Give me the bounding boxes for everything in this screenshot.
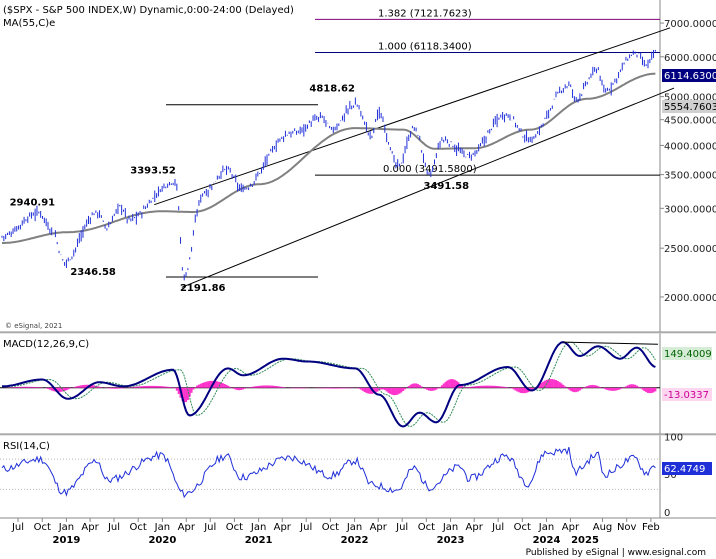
ma-value: 5554.7603 xyxy=(664,102,716,113)
price-annotation-label: 4818.62 xyxy=(309,84,355,95)
macd-value: 149.4009 xyxy=(664,349,712,360)
price-annotation-label: 2940.91 xyxy=(10,198,56,209)
price-annotation-label: 3491.58 xyxy=(424,181,470,192)
x-axis-month-label: Apr xyxy=(466,522,484,533)
rsi-panel: 100 50 0 xyxy=(0,432,683,519)
price-y-tick-label: 3500.0000 xyxy=(664,171,716,182)
rsi-y-tick-label: 100 xyxy=(664,432,683,443)
rsi-value-box: 62.4749 xyxy=(662,462,712,475)
x-axis-month-label: Oct xyxy=(514,522,531,533)
rsi-y-tick-label: 50 xyxy=(664,470,677,481)
x-axis-month-label: Oct xyxy=(34,522,51,533)
ma-legend: MA(55,C)e xyxy=(3,18,55,29)
x-axis-month-label: Jan xyxy=(250,522,266,533)
x-axis-month-label: Jul xyxy=(395,522,408,533)
chart-title: ($SPX - S&P 500 INDEX,W) Dynamic,0:00-24… xyxy=(3,5,294,16)
macd-line xyxy=(1,341,656,428)
macd-signal-line xyxy=(2,341,656,428)
x-axis-month-label: Apr xyxy=(81,522,99,533)
fib-level-label: 0.000 (3491.5800) xyxy=(383,164,477,175)
x-axis-month-label: Jul xyxy=(203,522,216,533)
x-axis: Jul Oct Jan Apr Jul Oct Jan Apr Jul Oct Jan Apr Jul O… xyxy=(11,518,660,546)
macd-divergence-line xyxy=(563,341,659,345)
price-annotation-label: 2191.86 xyxy=(180,283,226,294)
price-y-tick-label: 7000.0000 xyxy=(664,19,716,30)
x-axis-month-label: Oct xyxy=(322,522,339,533)
x-axis-year-label: 2025 xyxy=(571,535,599,546)
price-panel-frame xyxy=(0,0,716,519)
x-axis-month-label: Jul xyxy=(107,522,120,533)
price-annotations: 2940.91 2346.58 3393.52 2191.86 4818.62 3491.… xyxy=(10,84,470,294)
macd-legend: MACD(12,26,9,C) xyxy=(3,339,89,350)
x-axis-month-label: Jan xyxy=(58,522,74,533)
x-axis-month-label: Nov xyxy=(617,522,637,533)
price-y-tick-label: 4500.0000 xyxy=(664,116,716,127)
price-annotation-label: 2346.58 xyxy=(70,267,116,278)
x-axis-year-label: 2023 xyxy=(437,535,465,546)
hist-value-box: -13.0337 xyxy=(662,388,712,401)
ma-value-box: 5554.7603 xyxy=(662,100,716,113)
price-y-axis: 7000.0000 6000.0000 5000.0000 4500.0000 4000… xyxy=(660,19,716,304)
x-axis-month-label: Oct xyxy=(418,522,435,533)
x-axis-month-label: Jan xyxy=(538,522,554,533)
x-axis-month-label: Apr xyxy=(178,522,196,533)
price-y-tick-label: 5000.0000 xyxy=(664,93,716,104)
x-axis-month-label: Jan xyxy=(442,522,458,533)
x-axis-month-label: Jul xyxy=(11,522,24,533)
channel-upper-line xyxy=(154,27,671,206)
channel-lower-line xyxy=(181,87,675,288)
price-annotation-label: 3393.52 xyxy=(130,165,176,176)
x-axis-month-label: Oct xyxy=(130,522,147,533)
price-y-tick-label: 6000.0000 xyxy=(664,53,716,64)
x-axis-month-label: Jan xyxy=(346,522,362,533)
rsi-value: 62.4749 xyxy=(664,464,705,475)
x-axis-year-label: 2019 xyxy=(52,535,80,546)
last-price-value: 6114.6300 xyxy=(664,71,716,82)
fib-level-label: 1.000 (6118.3400) xyxy=(378,42,472,53)
macd-value-box: 149.4009 xyxy=(662,347,712,360)
rsi-legend: RSI(14,C) xyxy=(3,441,50,452)
trend-channel xyxy=(154,27,675,288)
x-axis-month-label: Jul xyxy=(299,522,312,533)
last-price-box: 6114.6300 xyxy=(662,69,716,82)
watermark-text: © eSignal, 2021 xyxy=(5,322,62,330)
x-axis-year-label: 2024 xyxy=(533,535,561,546)
rsi-line xyxy=(1,446,656,499)
x-axis-month-label: Feb xyxy=(642,522,660,533)
price-y-tick-label: 2500.0000 xyxy=(664,244,716,255)
fibonacci-levels: 1.382 (7121.7623) 1.000 (6118.3400) 0.000 … xyxy=(166,8,660,278)
x-axis-month-label: Jul xyxy=(491,522,504,533)
macd-panel xyxy=(0,341,660,428)
fib-level-label: 1.382 (7121.7623) xyxy=(378,8,472,19)
x-axis-month-label: Aug xyxy=(593,522,613,533)
rsi-y-tick-label: 0 xyxy=(664,508,670,519)
price-y-tick-label: 3000.0000 xyxy=(664,204,716,215)
price-bars xyxy=(1,49,656,281)
x-axis-month-label: Oct xyxy=(226,522,243,533)
macd-hist-value: -13.0337 xyxy=(664,390,709,401)
price-y-tick-label: 4000.0000 xyxy=(664,141,716,152)
footer-credit: Published by eSignal | www.esignal.com xyxy=(526,548,706,558)
price-y-tick-label: 2000.0000 xyxy=(664,293,716,304)
x-axis-month-label: Apr xyxy=(370,522,388,533)
x-axis-year-label: 2022 xyxy=(341,535,369,546)
x-axis-month-label: Apr xyxy=(274,522,292,533)
x-axis-month-label: Apr xyxy=(562,522,580,533)
x-axis-year-label: 2020 xyxy=(148,535,176,546)
x-axis-month-label: Jan xyxy=(154,522,170,533)
x-axis-year-label: 2021 xyxy=(245,535,273,546)
